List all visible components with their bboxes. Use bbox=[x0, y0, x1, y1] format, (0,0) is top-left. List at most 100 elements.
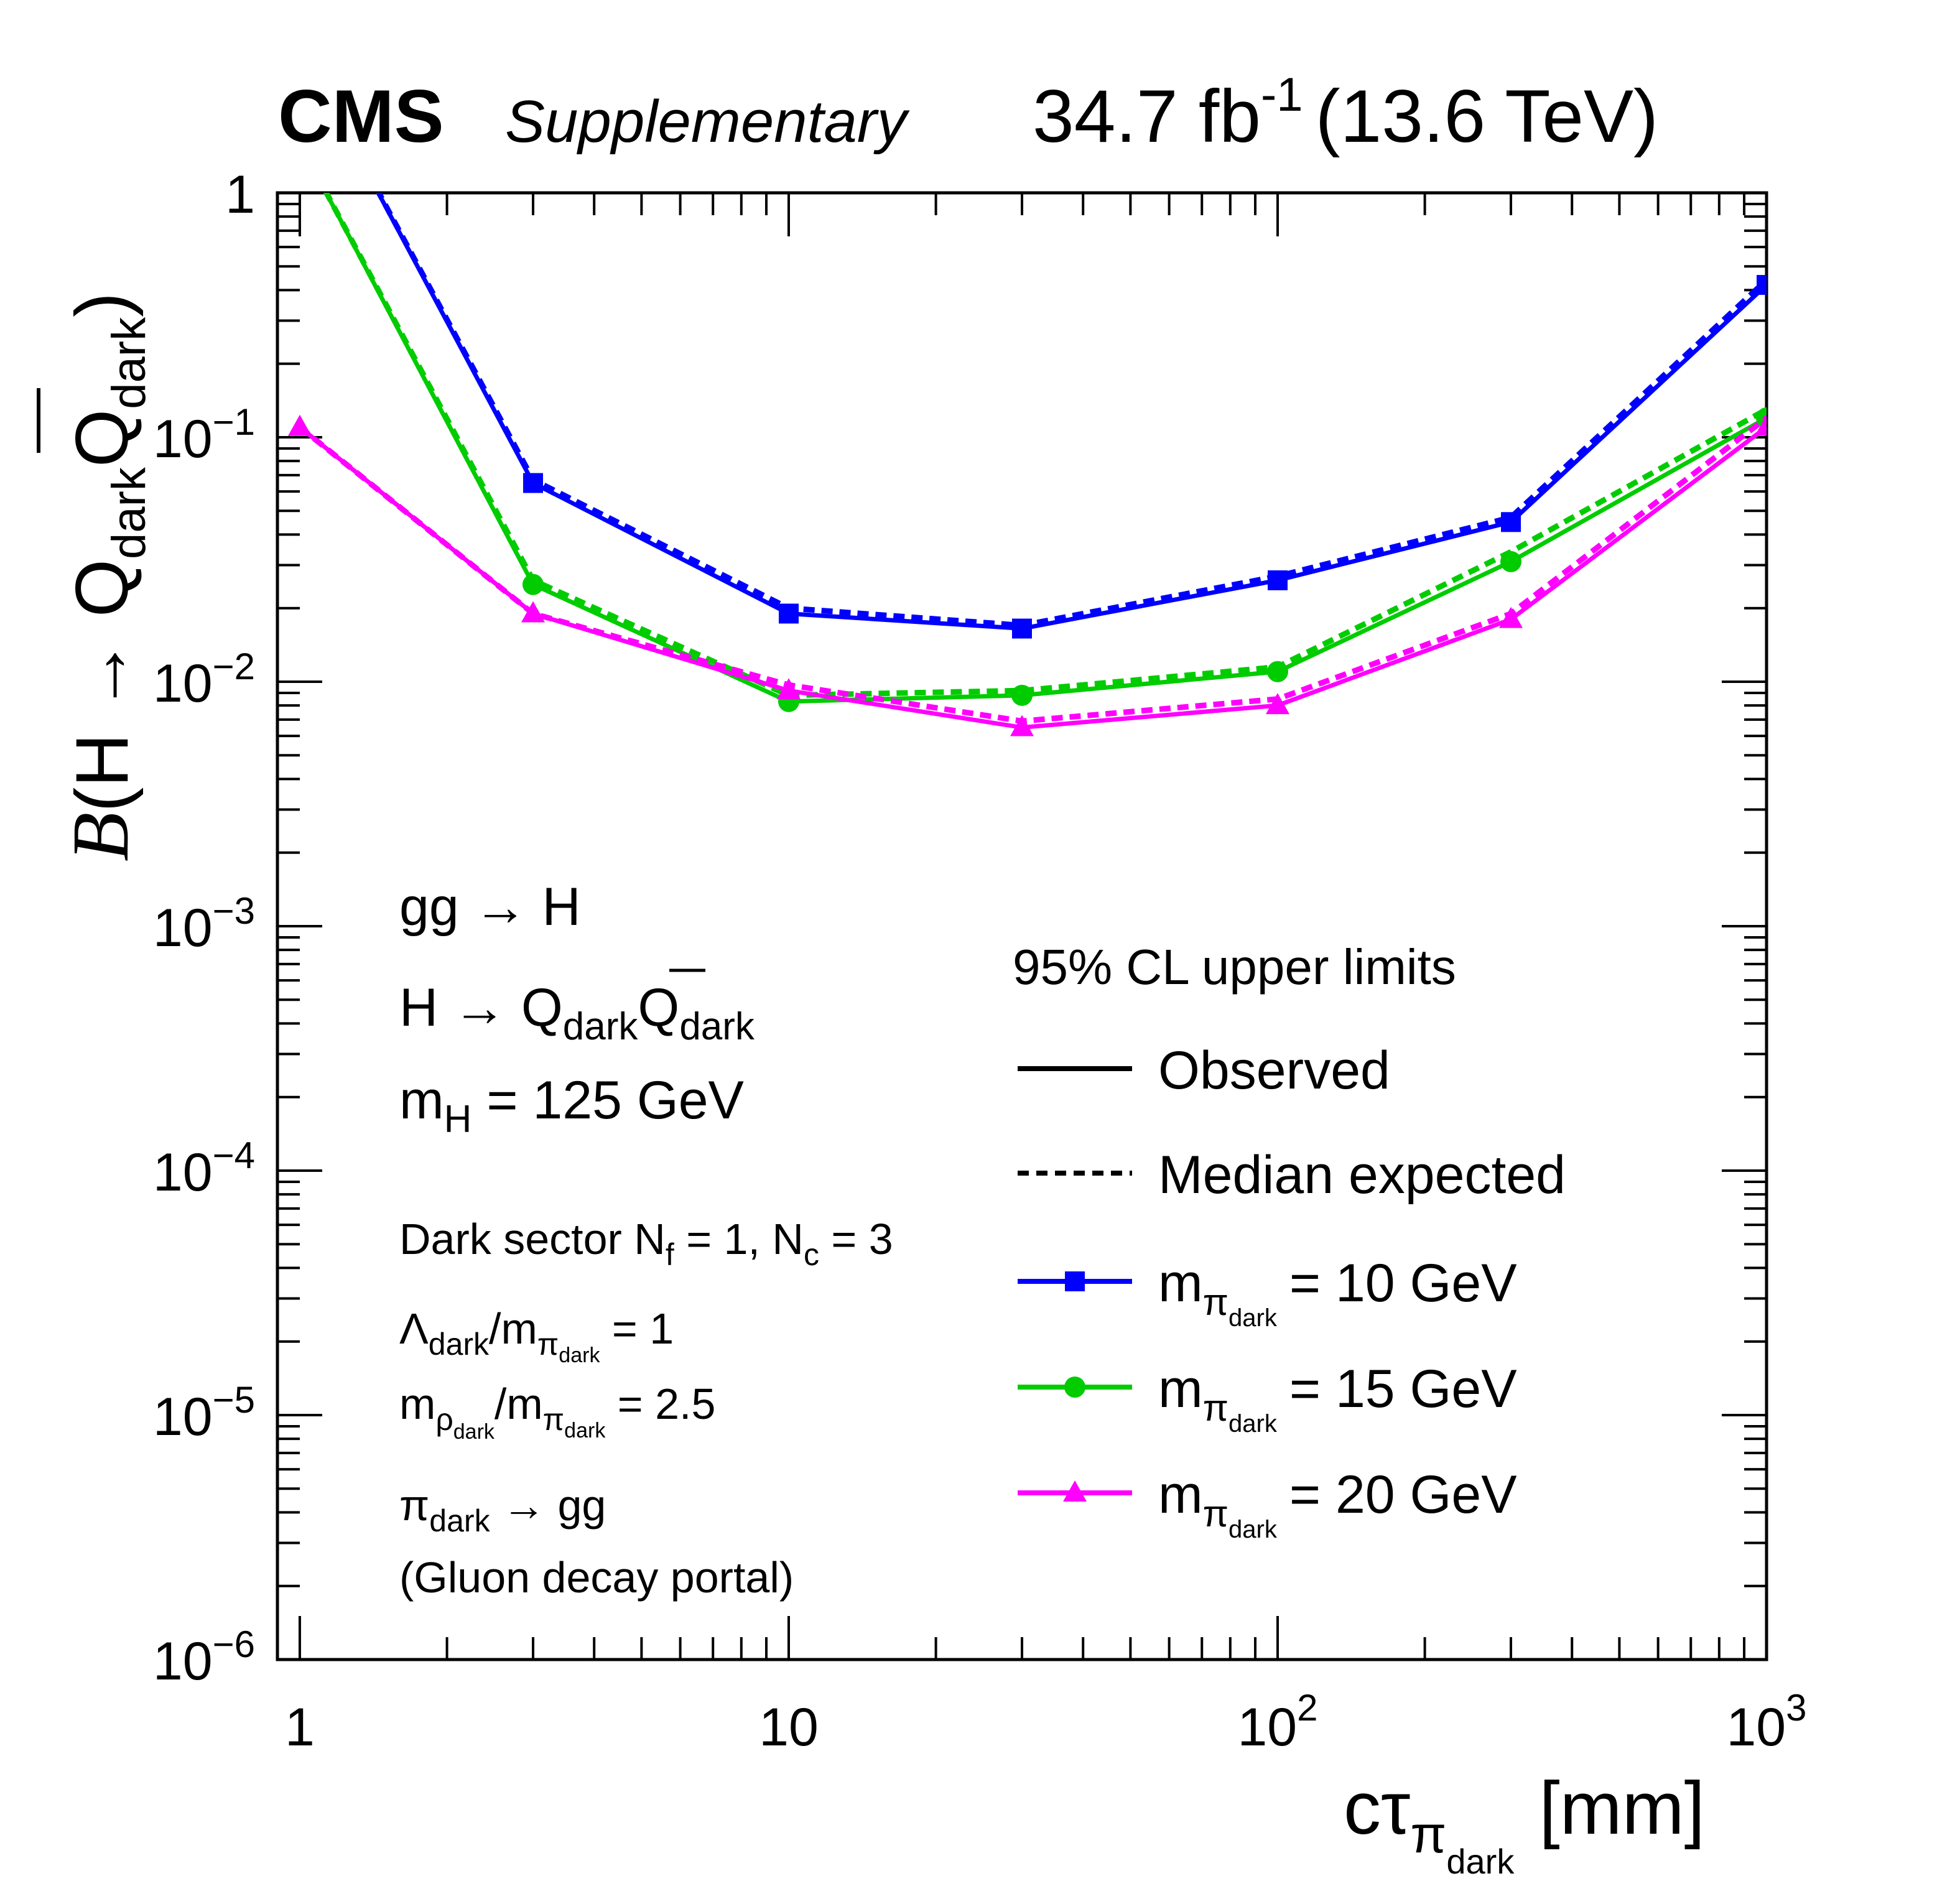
data-point bbox=[776, 678, 801, 700]
y-tick-label-exp: −4 bbox=[213, 1135, 255, 1176]
data-point bbox=[1757, 275, 1767, 295]
series-mpi-20 bbox=[287, 414, 1767, 736]
expected-line-mpi-20 bbox=[298, 416, 1767, 724]
y-tick-label-base: 10 bbox=[153, 409, 213, 469]
y-axis-title: B(H → QdarkQdark) bbox=[56, 292, 156, 861]
y-tick-label-exp: −2 bbox=[213, 646, 255, 687]
x-tick-label: 10 bbox=[759, 1697, 819, 1757]
y-tick-label: 10−3 bbox=[153, 890, 255, 958]
x-tick-label-base: 10 bbox=[1237, 1697, 1297, 1757]
x-tick-label-base: 10 bbox=[759, 1697, 819, 1757]
y-tick-label-base: 10 bbox=[153, 1632, 213, 1691]
legend-label: mπdark = 10 GeV bbox=[1158, 1253, 1517, 1332]
rho-b: /m bbox=[495, 1380, 543, 1428]
lumi-label: 34.7 fb-1 (13.6 TeV) bbox=[1033, 68, 1658, 158]
y-tick-label-base: 1 bbox=[225, 165, 255, 225]
x-axis-unit: [mm] bbox=[1539, 1767, 1705, 1850]
rho-b-sub: π bbox=[543, 1402, 565, 1437]
decay-q2: Q bbox=[638, 978, 679, 1038]
legend-label: mπdark = 15 GeV bbox=[1158, 1359, 1517, 1437]
y-axis-open: (H → Q bbox=[60, 559, 144, 812]
y-axis-symbol: B bbox=[56, 812, 146, 861]
x-axis-main: cτ bbox=[1344, 1767, 1410, 1850]
supplementary-label: Supplementary bbox=[505, 88, 910, 155]
data-point bbox=[523, 473, 543, 493]
y-tick-label: 10−5 bbox=[153, 1379, 255, 1447]
decay-sub2: dark bbox=[679, 1005, 755, 1048]
observed-line-mpi-20 bbox=[298, 425, 1767, 730]
y-tick-label: 10−1 bbox=[153, 401, 255, 469]
lambda-c: = 1 bbox=[600, 1304, 674, 1353]
sector-a: Dark sector N bbox=[399, 1215, 666, 1263]
annotation-portal: πdark → gg bbox=[399, 1481, 606, 1538]
lambda-b: /m bbox=[489, 1304, 537, 1353]
lambda-a-sub: dark bbox=[429, 1327, 490, 1362]
x-tick-label-exp: 2 bbox=[1297, 1687, 1317, 1729]
lumi-exponent: -1 bbox=[1261, 68, 1303, 121]
legend-marker bbox=[1064, 1377, 1085, 1398]
y-axis-sub1: dark bbox=[103, 467, 156, 559]
rho-a-sub: ρ bbox=[435, 1402, 453, 1437]
data-point bbox=[1755, 414, 1767, 436]
legend-marker bbox=[1063, 1480, 1087, 1502]
data-point bbox=[1012, 618, 1032, 639]
sector-b-sub: c bbox=[804, 1237, 819, 1272]
legend-label-subsub: dark bbox=[1228, 1410, 1278, 1437]
portal-a: π bbox=[399, 1481, 429, 1530]
energy-label: (13.6 TeV) bbox=[1316, 75, 1658, 158]
legend-label-m: m bbox=[1158, 1359, 1203, 1419]
x-axis-sub: π bbox=[1410, 1805, 1446, 1864]
data-point bbox=[1011, 684, 1033, 706]
lambda-b-subsub: dark bbox=[559, 1344, 600, 1367]
y-tick-label: 10−6 bbox=[153, 1623, 255, 1691]
portal-a-sub: dark bbox=[429, 1503, 490, 1538]
legend-expected-label: Median expected bbox=[1158, 1145, 1566, 1205]
decay-main: H → Q bbox=[399, 978, 563, 1038]
legend-label-m: m bbox=[1158, 1253, 1203, 1313]
legend: 95% CL upper limits Observed Median expe… bbox=[1013, 939, 1566, 1543]
annotation-rho: mρdark/mπdark = 2.5 bbox=[399, 1380, 715, 1444]
axis-ticks bbox=[276, 192, 1768, 1661]
mass-main: m bbox=[399, 1070, 444, 1130]
y-tick-label-base: 10 bbox=[153, 1143, 213, 1202]
series-layer bbox=[287, 193, 1767, 736]
rho-b-subsub: dark bbox=[564, 1419, 606, 1442]
legend-label-sub: π bbox=[1203, 1493, 1228, 1535]
legend-label-value: = 10 GeV bbox=[1289, 1253, 1517, 1313]
legend-entry-mpi-10: mπdark = 10 GeV bbox=[1018, 1253, 1517, 1332]
cms-label: CMS bbox=[278, 75, 444, 158]
x-tick-label: 103 bbox=[1726, 1687, 1806, 1757]
rho-a-subsub: dark bbox=[453, 1420, 495, 1444]
lambda-a: Λ bbox=[399, 1304, 429, 1353]
y-tick-label-exp: −1 bbox=[213, 401, 255, 443]
series-mpi-15 bbox=[323, 193, 1767, 712]
legend-label-sub: π bbox=[1203, 1387, 1228, 1429]
data-point bbox=[778, 603, 799, 624]
annotation-sector: Dark sector Nf = 1, Nc = 3 bbox=[399, 1215, 893, 1272]
legend-entry-mpi-20: mπdark = 20 GeV bbox=[1018, 1465, 1517, 1543]
y-tick-label: 1 bbox=[225, 165, 255, 225]
legend-observed-label: Observed bbox=[1158, 1041, 1390, 1100]
y-tick-label-base: 10 bbox=[153, 654, 213, 713]
annotation-portal-note: (Gluon decay portal) bbox=[399, 1553, 794, 1602]
data-point bbox=[1010, 715, 1034, 736]
legend-entry-mpi-15: mπdark = 15 GeV bbox=[1018, 1359, 1517, 1437]
legend-label-sub: π bbox=[1203, 1281, 1228, 1323]
portal-b: → gg bbox=[490, 1481, 606, 1530]
legend-label-subsub: dark bbox=[1228, 1304, 1278, 1332]
mass-rest: = 125 GeV bbox=[471, 1070, 743, 1130]
data-point bbox=[1267, 570, 1288, 590]
y-tick-label-base: 10 bbox=[153, 898, 213, 958]
sector-a-sub: f bbox=[666, 1237, 674, 1272]
y-tick-label-exp: −5 bbox=[213, 1379, 255, 1421]
x-tick-label-exp: 3 bbox=[1786, 1687, 1806, 1729]
data-point bbox=[1500, 550, 1522, 572]
annotation-mass: mH = 125 GeV bbox=[399, 1070, 744, 1141]
series-mpi-10 bbox=[375, 193, 1767, 639]
x-tick-label: 1 bbox=[285, 1697, 315, 1757]
sector-b: = 1, N bbox=[674, 1215, 804, 1263]
data-point bbox=[1501, 512, 1521, 532]
data-point bbox=[287, 414, 312, 436]
